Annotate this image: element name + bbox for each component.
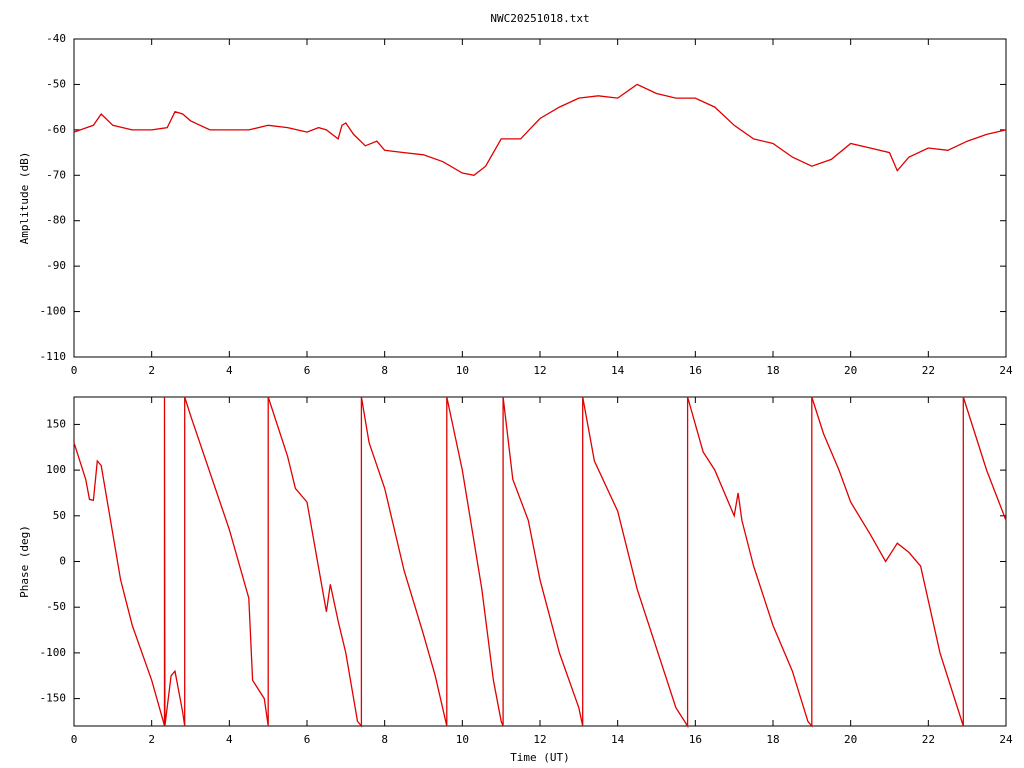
y-tick-label: -40 <box>46 32 66 45</box>
y-tick-label: 150 <box>46 417 66 430</box>
x-tick-label: 12 <box>533 364 546 377</box>
data-line <box>73 396 1007 729</box>
x-tick-label: 16 <box>689 733 702 746</box>
y-tick-label: -50 <box>46 600 66 613</box>
chart-title: NWC20251018.txt <box>490 12 589 25</box>
x-tick-label: 2 <box>148 733 155 746</box>
x-tick-label: 20 <box>844 733 857 746</box>
y-tick-label: 50 <box>53 509 66 522</box>
x-tick-label: 20 <box>844 364 857 377</box>
x-axis-label: Time (UT) <box>510 751 570 764</box>
x-tick-label: 0 <box>71 364 78 377</box>
y-axis-label: Phase (deg) <box>18 525 31 598</box>
plot-frame <box>73 396 1007 727</box>
x-tick-label: 22 <box>922 364 935 377</box>
y-tick-label: -90 <box>46 259 66 272</box>
y-tick-label: 100 <box>46 463 66 476</box>
x-tick-label: 14 <box>611 733 625 746</box>
y-tick-label: -100 <box>40 305 67 318</box>
x-tick-label: 6 <box>304 364 311 377</box>
x-tick-label: 2 <box>148 364 155 377</box>
x-tick-label: 4 <box>226 733 233 746</box>
plot-frame <box>73 38 1007 358</box>
x-tick-label: 16 <box>689 364 702 377</box>
x-tick-label: 8 <box>381 733 388 746</box>
y-tick-label: -50 <box>46 77 66 90</box>
x-tick-label: 14 <box>611 364 625 377</box>
x-tick-label: 24 <box>999 364 1013 377</box>
x-tick-label: 10 <box>456 733 469 746</box>
y-tick-label: -60 <box>46 123 66 136</box>
y-tick-label: -80 <box>46 214 66 227</box>
x-tick-label: 22 <box>922 733 935 746</box>
y-tick-label: -70 <box>46 168 66 181</box>
x-tick-label: 10 <box>456 364 469 377</box>
y-tick-label: 0 <box>59 555 66 568</box>
data-line <box>73 83 1007 176</box>
x-tick-label: 4 <box>226 364 233 377</box>
y-tick-label: -150 <box>40 692 67 705</box>
y-tick-label: -100 <box>40 646 67 659</box>
x-tick-label: 8 <box>381 364 388 377</box>
x-tick-label: 6 <box>304 733 311 746</box>
x-tick-label: 18 <box>766 733 779 746</box>
y-axis-label: Amplitude (dB) <box>18 152 31 245</box>
x-tick-label: 0 <box>71 733 78 746</box>
x-tick-label: 18 <box>766 364 779 377</box>
x-tick-label: 12 <box>533 733 546 746</box>
x-tick-label: 24 <box>999 733 1013 746</box>
y-tick-label: -110 <box>40 350 67 363</box>
